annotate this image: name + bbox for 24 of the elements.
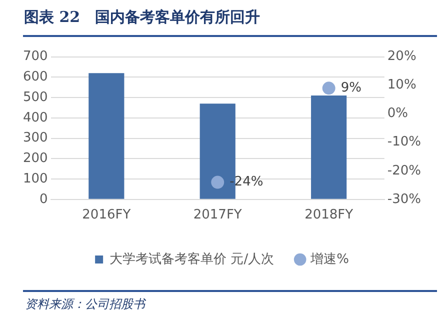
- y-tick-label: 0: [40, 192, 48, 207]
- y2-tick-label: -20%: [387, 163, 422, 178]
- y2-tick-label: -30%: [387, 192, 422, 207]
- y-tick-label: 100: [22, 171, 48, 186]
- x-tick-label: 2016FY: [82, 208, 131, 223]
- y2-tick-label: 0%: [387, 106, 408, 122]
- y-tick-label: 200: [22, 151, 48, 166]
- y-tick-label: 700: [22, 49, 48, 64]
- bar: [88, 73, 124, 199]
- y2-tick-label: -10%: [387, 134, 422, 150]
- y-tick-label: 600: [22, 70, 48, 85]
- bar: [311, 96, 347, 199]
- y-tick-label: 500: [22, 90, 48, 105]
- y2-tick-label: 10%: [387, 78, 416, 93]
- y-tick-label: 300: [22, 130, 48, 146]
- legend-label: 增速%: [310, 252, 349, 267]
- y-tick-label: 400: [22, 110, 48, 126]
- y2-tick-label: 20%: [387, 49, 416, 64]
- x-tick-label: 2017FY: [193, 208, 242, 223]
- data-label: 9%: [340, 80, 362, 96]
- x-tick-label: 2018FY: [304, 208, 354, 223]
- text: 资料来源：公司招股书: [25, 296, 145, 313]
- chart-title: 图表 22 国内备考客单价有所回升: [24, 8, 260, 27]
- legend-label: 大学考试备考客单价 元/人次: [110, 250, 274, 267]
